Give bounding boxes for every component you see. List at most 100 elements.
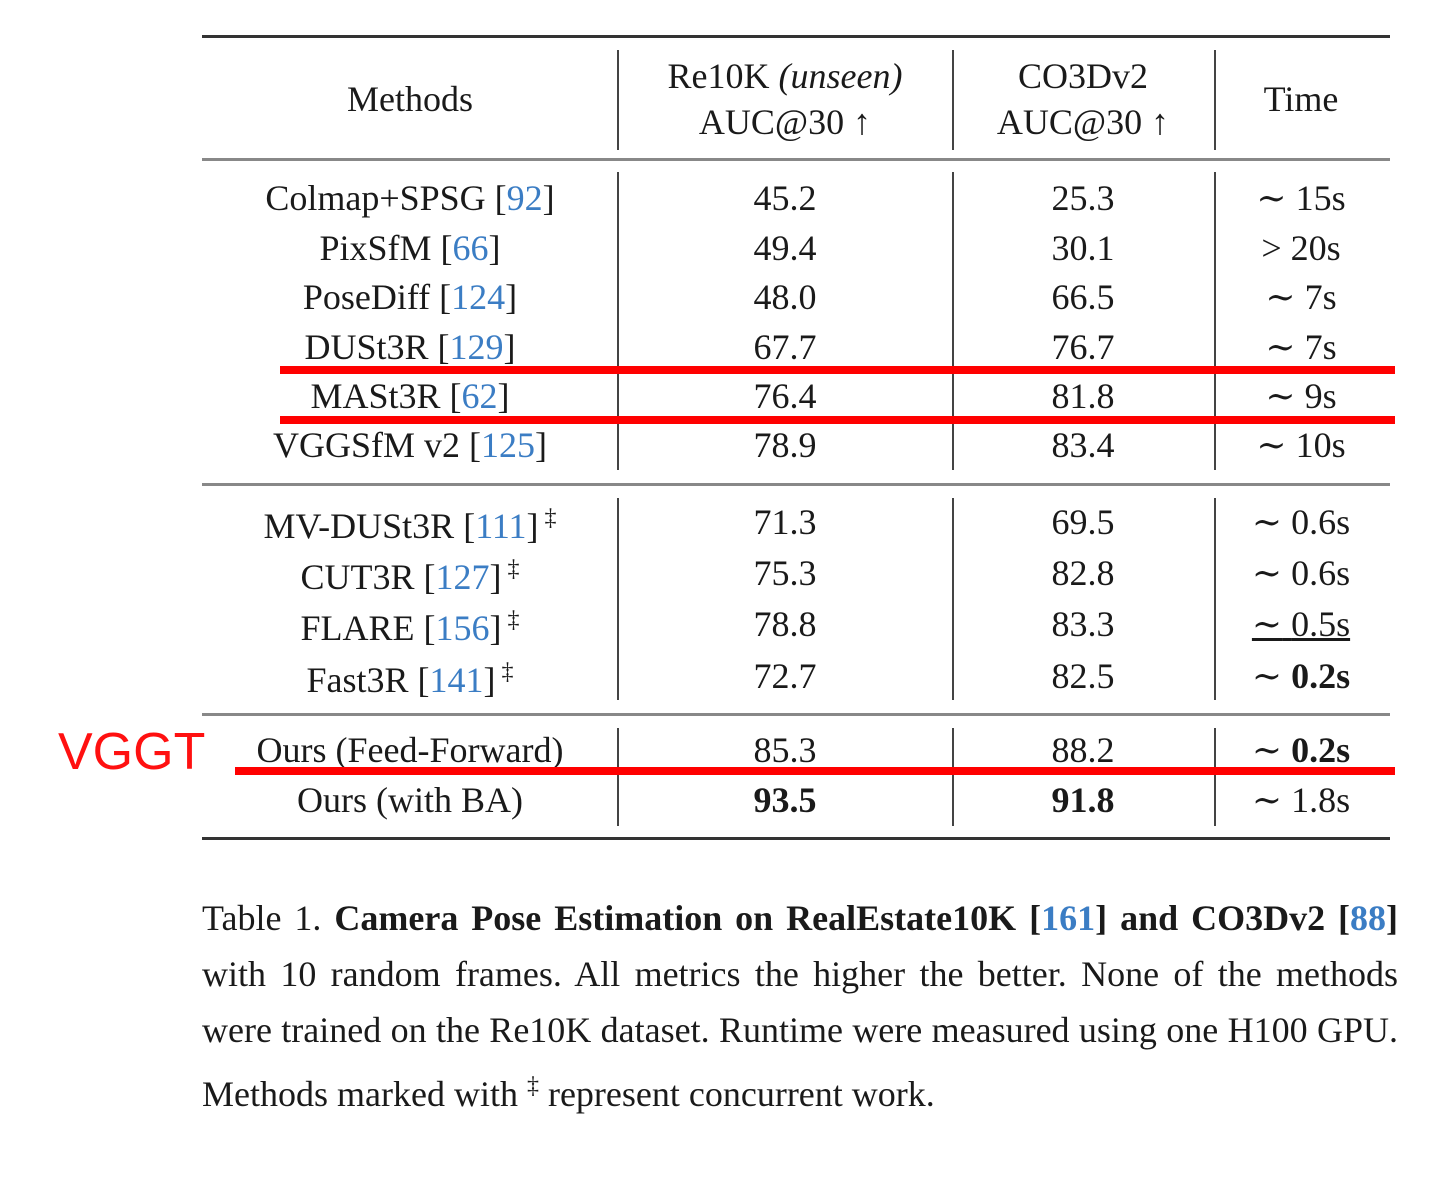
time-prefix: ∼ [1265,376,1296,416]
method-cell: Fast3R [141] ‡ [306,659,514,700]
co3d-score: 69.5 [1051,502,1115,542]
citation-link[interactable]: 125 [481,425,536,465]
co3d-score: 30.1 [1051,228,1115,268]
caption-prefix: Table 1. [202,898,322,938]
annotation-line [280,366,1395,374]
re10k-score: 76.4 [753,376,817,416]
method-name: DUSt3R [304,327,429,367]
re10k-score: 45.2 [753,178,817,218]
re10k-score: 72.7 [753,656,817,696]
citation-link[interactable]: 141 [429,660,484,700]
method-cell: Colmap+SPSG [92] [265,178,555,218]
column-separator [952,50,954,150]
method-name: MV-DUSt3R [263,506,455,546]
time-value: 0.5s [1291,604,1351,644]
column-separator [952,728,954,826]
time-value: 20s [1290,228,1341,268]
method-cell: FLARE [156] ‡ [300,607,520,648]
time-cell: ∼ 1.8s [1252,780,1350,820]
method-name: FLARE [300,608,415,648]
header-methods: Methods [347,79,473,119]
column-separator [617,172,619,470]
citation-link[interactable]: 66 [452,228,489,268]
time-value: 7s [1304,327,1337,367]
co3d-score: 82.8 [1051,553,1115,593]
header-re10k-unseen: (unseen) [778,56,903,96]
caption-title-2: and CO3Dv2 [1120,898,1326,938]
co3d-score: 83.3 [1051,604,1115,644]
caption-text-end: represent concurrent work. [547,1074,935,1114]
concurrent-dagger: ‡ [507,556,520,582]
caption-dagger: ‡ [526,1073,539,1099]
method-name: MASt3R [310,376,441,416]
citation-link[interactable]: 124 [451,277,506,317]
re10k-score: 78.9 [753,425,817,465]
method-cell: MV-DUSt3R [111] ‡ [263,505,557,546]
method-name: PixSfM [319,228,432,268]
method-name: Fast3R [306,660,409,700]
co3d-score: 25.3 [1051,178,1115,218]
citation-link[interactable]: 111 [475,506,527,546]
time-value: 0.2s [1291,730,1351,770]
citation-link[interactable]: 127 [435,557,490,597]
column-separator [617,50,619,150]
time-cell: ∼ 0.5s [1252,604,1350,644]
time-cell: ∼ 7s [1265,277,1336,317]
top-rule [202,35,1390,38]
concurrent-dagger: ‡ [544,505,557,531]
column-separator [952,498,954,700]
method-cell: PoseDiff [124] [302,277,518,317]
caption-citation[interactable]: 88 [1350,898,1387,938]
header-co3d-metric: AUC@30 ↑ [996,102,1170,142]
re10k-score: 71.3 [753,502,817,542]
header-rule [202,158,1390,161]
re10k-score: 48.0 [753,277,817,317]
time-prefix: ∼ [1251,730,1283,770]
caption-title-1: Camera Pose Estimation on RealEstate10K [334,898,1017,938]
citation-link[interactable]: 92 [506,178,543,218]
time-prefix: ∼ [1251,656,1283,696]
concurrent-dagger: ‡ [501,659,514,685]
co3d-score: 83.4 [1051,425,1115,465]
time-value: 15s [1295,178,1346,218]
concurrent-dagger: ‡ [507,607,520,633]
re10k-score: 49.4 [753,228,817,268]
time-cell: ∼ 10s [1256,425,1345,465]
caption-text: with 10 random frames. All metrics the h… [202,954,1398,1114]
time-prefix: ∼ [1265,277,1296,317]
citation-link[interactable]: 156 [435,608,490,648]
time-prefix: ∼ [1251,502,1283,542]
co3d-score: 91.8 [1051,780,1115,820]
method-name: VGGSfM v2 [272,425,461,465]
method-name: Colmap+SPSG [265,178,486,218]
co3d-score: 82.5 [1051,656,1115,696]
time-value: 7s [1304,277,1337,317]
time-value: 10s [1295,425,1346,465]
column-separator [1214,728,1216,826]
time-prefix: ∼ [1256,178,1287,218]
method-name: PoseDiff [302,277,431,317]
header-re10k-name: Re10K [667,56,770,96]
column-separator [617,728,619,826]
time-value: 0.2s [1291,656,1351,696]
bottom-rule [202,837,1390,840]
time-prefix: ∼ [1251,780,1283,820]
group-rule [202,483,1390,486]
annotation-line [235,767,1395,775]
time-cell: ∼ 15s [1256,178,1345,218]
column-separator [617,498,619,700]
time-cell: > 20s [1261,228,1340,268]
caption-citation[interactable]: 161 [1041,898,1096,938]
time-cell: ∼ 0.2s [1252,656,1350,696]
column-separator [1214,50,1216,150]
time-prefix: ∼ [1251,604,1283,644]
time-cell: ∼ 9s [1265,376,1336,416]
method-cell: Ours (Feed-Forward) [257,730,564,770]
time-value: 9s [1304,376,1337,416]
time-cell: ∼ 0.2s [1252,730,1350,770]
citation-link[interactable]: 129 [449,327,504,367]
time-prefix: ∼ [1251,553,1283,593]
header-time: Time [1263,79,1339,119]
co3d-score: 66.5 [1051,277,1115,317]
citation-link[interactable]: 62 [461,376,498,416]
